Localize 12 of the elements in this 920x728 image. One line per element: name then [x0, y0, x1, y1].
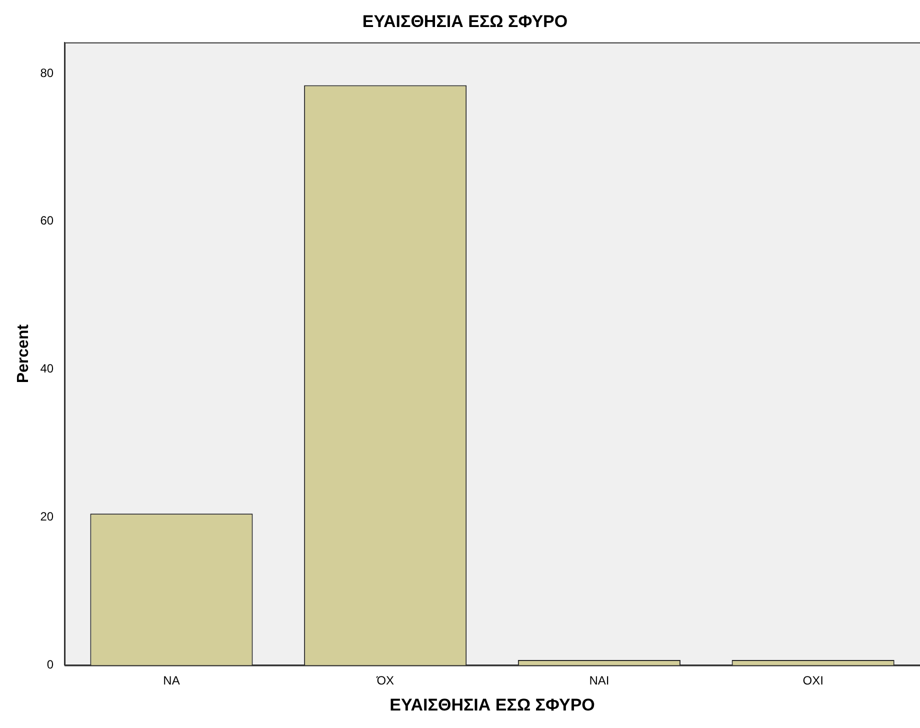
x-axis-title: ΕΥΑΙΣΘΗΣΙΑ ΕΣΩ ΣΦΥΡΟ	[390, 695, 595, 714]
chart-title: ΕΥΑΙΣΘΗΣΙΑ ΕΣΩ ΣΦΥΡΟ	[362, 12, 568, 31]
x-tick-label: ΌΧ	[376, 674, 394, 688]
x-tick-label: ΝΑΙ	[589, 674, 610, 688]
y-axis-title: Percent	[15, 324, 32, 384]
y-tick-label: 40	[40, 362, 54, 376]
y-tick-label: 60	[40, 214, 54, 228]
x-tick-label: ΟΧΙ	[802, 674, 824, 688]
x-tick-label: ΝΑ	[163, 674, 180, 688]
y-tick-label: 0	[46, 658, 54, 672]
y-tick-label: 20	[40, 510, 54, 524]
y-tick-label: 80	[40, 66, 54, 80]
